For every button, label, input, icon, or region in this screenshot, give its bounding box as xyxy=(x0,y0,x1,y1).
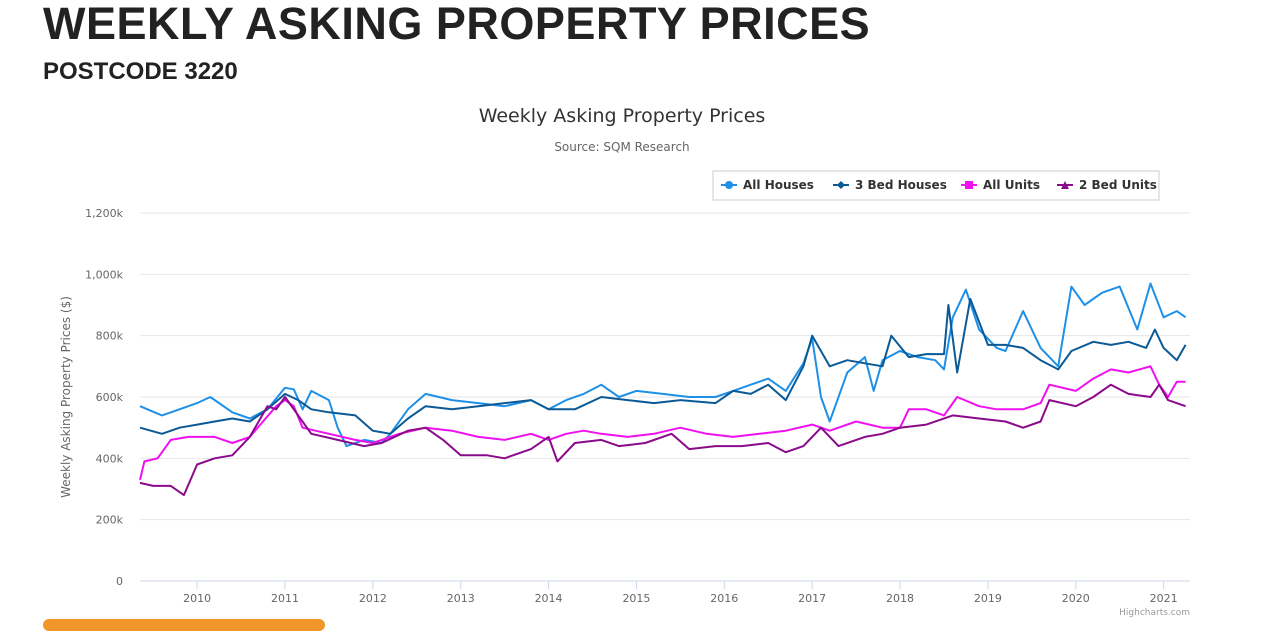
y-tick-label: 800k xyxy=(96,330,124,343)
legend-item[interactable]: 3 Bed Houses xyxy=(833,178,947,192)
x-tick-label: 2013 xyxy=(447,592,475,605)
square-marker-icon xyxy=(965,181,973,189)
y-tick-label: 200k xyxy=(96,514,124,527)
legend-item[interactable]: All Units xyxy=(961,178,1040,192)
series-line-2-bed-units[interactable] xyxy=(139,383,1186,497)
chart-title: Weekly Asking Property Prices xyxy=(479,105,766,127)
legend-label: 3 Bed Houses xyxy=(855,178,947,192)
triangle-marker-icon xyxy=(1061,181,1069,189)
series-line-all-units[interactable] xyxy=(139,365,1186,481)
x-tick-label: 2014 xyxy=(535,592,563,605)
legend-item[interactable]: All Houses xyxy=(721,178,814,192)
x-tick-label: 2017 xyxy=(798,592,826,605)
y-tick-label: 400k xyxy=(96,452,124,465)
y-tick-label: 0 xyxy=(116,575,123,588)
x-tick-label: 2018 xyxy=(886,592,914,605)
x-tick-label: 2021 xyxy=(1150,592,1178,605)
legend-label: All Units xyxy=(983,178,1040,192)
chart-subtitle: Source: SQM Research xyxy=(554,140,689,154)
page-heading: WEEKLY ASKING PROPERTY PRICES xyxy=(43,0,871,49)
x-tick-label: 2012 xyxy=(359,592,387,605)
legend-item[interactable]: 2 Bed Units xyxy=(1057,178,1157,192)
credits[interactable]: Highcharts.com xyxy=(1119,608,1190,618)
x-tick-label: 2020 xyxy=(1062,592,1090,605)
y-tick-label: 1,000k xyxy=(85,268,123,281)
y-axis-label: Weekly Asking Property Prices ($) xyxy=(59,296,73,498)
legend-label: All Houses xyxy=(743,178,814,192)
x-tick-label: 2015 xyxy=(622,592,650,605)
y-tick-label: 600k xyxy=(96,391,124,404)
legend-box xyxy=(712,170,1160,201)
y-tick-label: 1,200k xyxy=(85,207,123,220)
orange-button[interactable] xyxy=(43,619,325,631)
x-tick-label: 2011 xyxy=(271,592,299,605)
page-subheading: POSTCODE 3220 xyxy=(43,58,238,85)
series-line-all-houses[interactable] xyxy=(139,282,1187,448)
series-line-3-bed-houses[interactable] xyxy=(139,297,1187,435)
diamond-marker-icon xyxy=(837,181,845,189)
x-tick-label: 2016 xyxy=(710,592,738,605)
x-tick-label: 2019 xyxy=(974,592,1002,605)
circle-marker-icon xyxy=(725,181,733,189)
legend-label: 2 Bed Units xyxy=(1079,178,1157,192)
x-tick-label: 2010 xyxy=(183,592,211,605)
